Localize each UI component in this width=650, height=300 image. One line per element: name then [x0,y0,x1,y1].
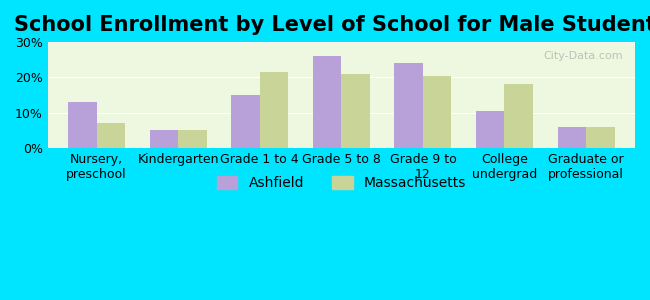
Bar [341,74,370,148]
Bar [504,84,533,148]
Title: School Enrollment by Level of School for Male Students: School Enrollment by Level of School for… [14,15,650,35]
Bar [476,111,504,148]
Bar [260,72,289,148]
Bar [97,123,125,148]
Bar [68,102,97,148]
Bar [313,56,341,148]
Bar [586,127,615,148]
Legend: Ashfield, Massachusetts: Ashfield, Massachusetts [211,171,472,196]
Bar [178,130,207,148]
Bar [150,130,178,148]
Bar [395,63,423,148]
Bar [231,95,260,148]
Bar [423,76,452,148]
Text: City-Data.com: City-Data.com [543,51,623,61]
Bar [558,127,586,148]
